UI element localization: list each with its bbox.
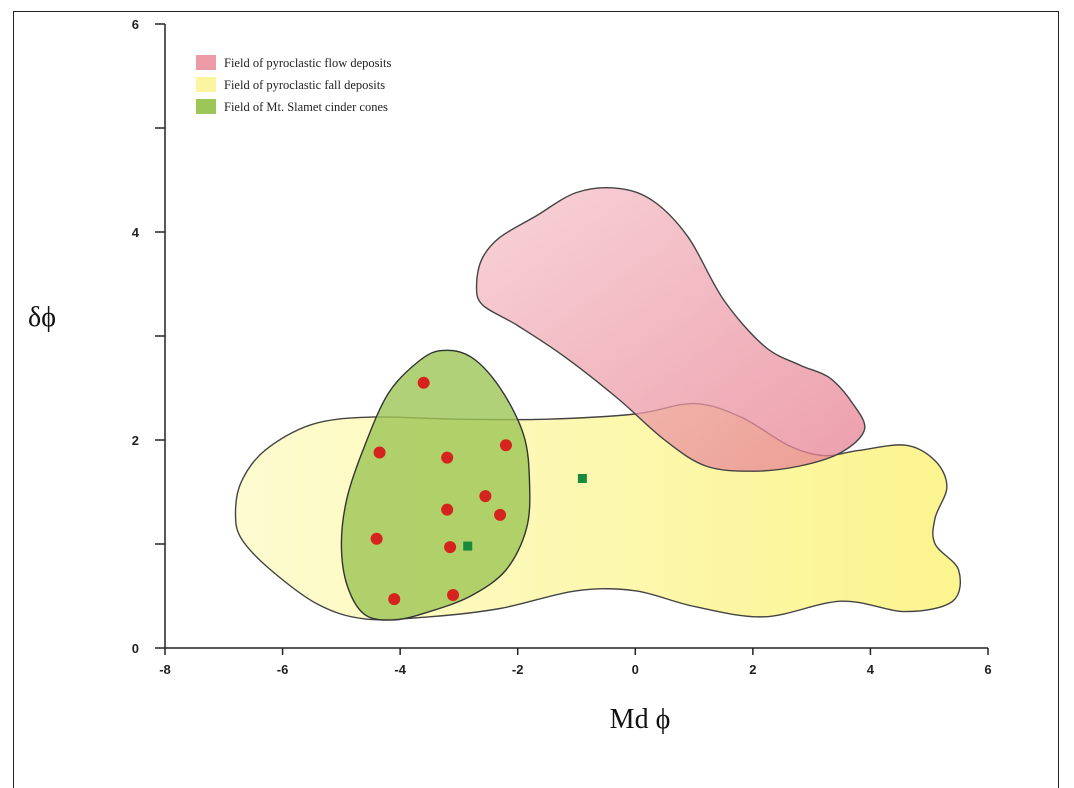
data-point-circle-9 — [444, 541, 457, 554]
legend-label-2: Field of pyroclastic fall deposits — [224, 78, 385, 92]
data-point-circle-2 — [373, 446, 386, 459]
x-tick-label: 2 — [749, 662, 756, 677]
data-point-circle-7 — [494, 508, 507, 521]
legend-label-3: Field of Mt. Slamet cinder cones — [224, 100, 388, 114]
x-tick-label: -6 — [277, 662, 289, 677]
data-point-circle-6 — [441, 503, 454, 516]
legend-swatch-3 — [196, 99, 216, 114]
data-point-circle-1 — [417, 376, 430, 389]
fields-layer — [234, 187, 962, 621]
legend-label-1: Field of pyroclastic flow deposits — [224, 56, 391, 70]
data-point-circle-8 — [370, 532, 383, 545]
data-point-square-1 — [577, 473, 587, 483]
y-tick-label: 4 — [132, 225, 140, 240]
legend-swatch-2 — [196, 77, 216, 92]
data-point-circle-4 — [499, 439, 512, 452]
x-tick-label: -8 — [159, 662, 171, 677]
x-axis-title: Md ϕ — [610, 704, 671, 735]
y-tick-label: 0 — [132, 641, 139, 656]
data-point-circle-11 — [447, 588, 460, 601]
y-axis-title: δϕ — [28, 302, 56, 333]
y-ticks: 0 2 4 6 — [132, 17, 165, 656]
field-region-3 — [340, 349, 531, 621]
figure-frame — [13, 11, 1059, 788]
data-point-square-2 — [463, 541, 473, 551]
data-point-circle-3 — [441, 451, 454, 464]
y-tick-label: 2 — [132, 433, 139, 448]
x-tick-label: 4 — [867, 662, 875, 677]
data-point-circle-5 — [479, 490, 492, 503]
data-point-circle-10 — [388, 593, 401, 606]
field-region-2 — [475, 187, 866, 472]
points-layer — [370, 376, 587, 606]
legend: Field of pyroclastic flow deposits Field … — [196, 55, 391, 114]
x-ticks: -8 -6 -4 -2 0 2 4 6 — [159, 648, 992, 677]
x-tick-label: 6 — [984, 662, 991, 677]
y-tick-label: 6 — [132, 17, 139, 32]
x-tick-label: -4 — [394, 662, 406, 677]
x-tick-label: -2 — [512, 662, 524, 677]
x-tick-label: 0 — [632, 662, 639, 677]
legend-swatch-1 — [196, 55, 216, 70]
